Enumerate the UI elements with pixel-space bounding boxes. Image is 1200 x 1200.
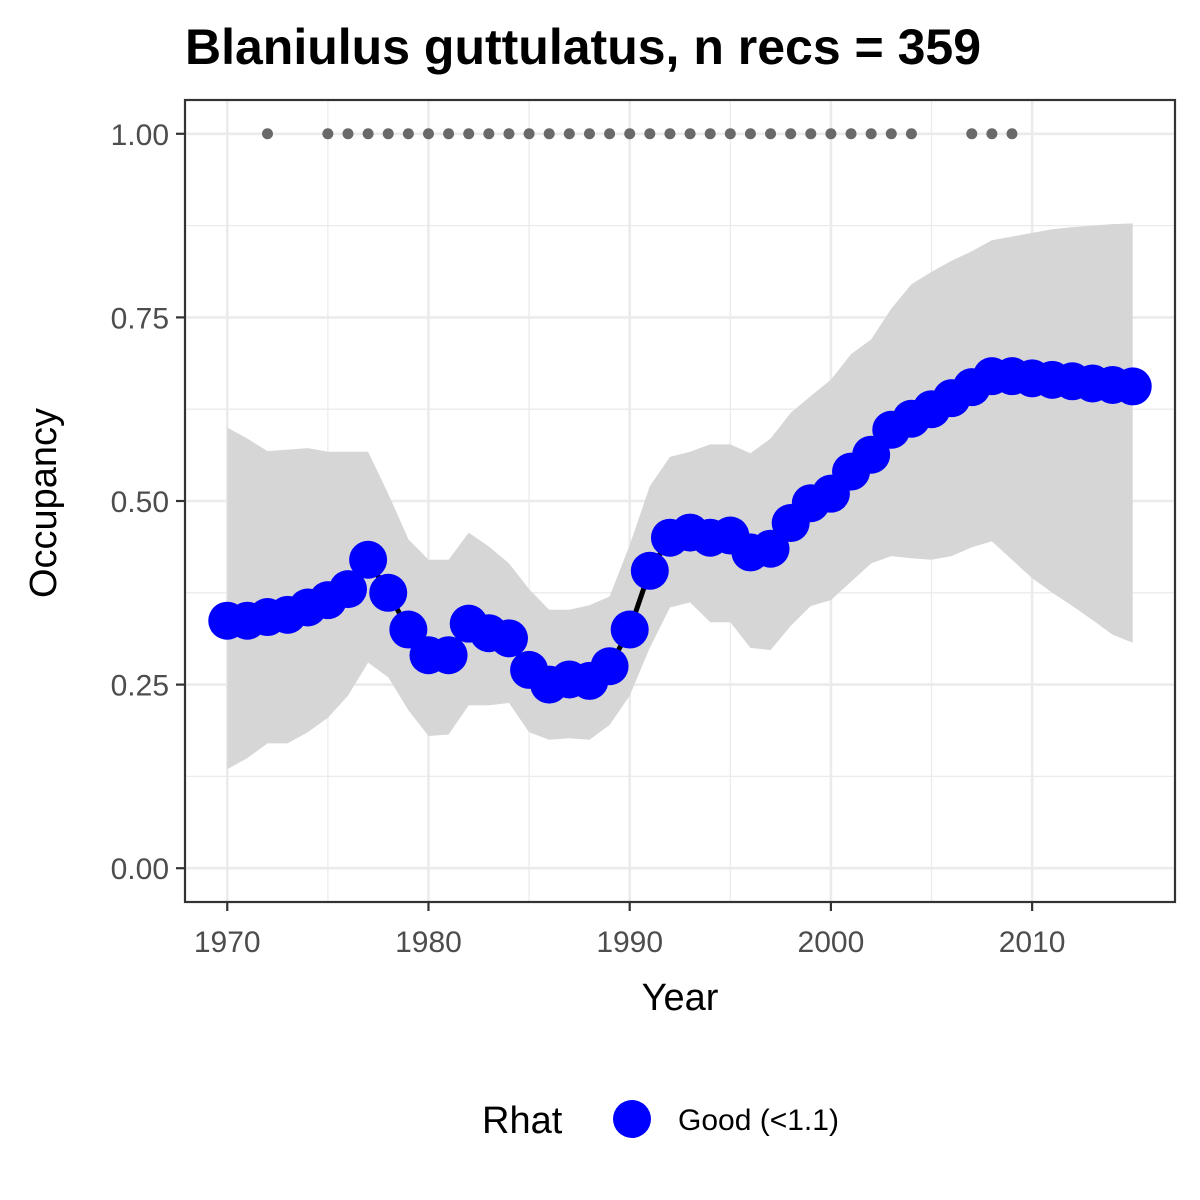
x-tick-label: 1970 — [194, 926, 261, 959]
record-dot — [905, 128, 917, 140]
record-dot — [543, 128, 555, 140]
legend-title: Rhat — [482, 1100, 563, 1142]
record-dot — [986, 128, 998, 140]
record-dot — [704, 128, 716, 140]
record-dot — [563, 128, 575, 140]
data-point — [429, 636, 468, 675]
data-point — [349, 540, 388, 579]
record-dot — [523, 128, 535, 140]
y-tick-label: 1.00 — [111, 119, 169, 152]
legend: Rhat Good (<1.1) — [482, 1100, 839, 1142]
x-axis: 1970 1980 1990 2000 2010 — [194, 902, 1066, 959]
x-tick-label: 1990 — [596, 926, 663, 959]
data-point — [630, 551, 669, 590]
data-point — [369, 573, 408, 612]
legend-label: Good (<1.1) — [678, 1104, 839, 1137]
data-point — [751, 529, 790, 568]
record-dot — [765, 128, 777, 140]
x-tick-label: 1980 — [395, 926, 462, 959]
record-dot — [825, 128, 837, 140]
record-dot — [664, 128, 676, 140]
record-dot — [684, 128, 696, 140]
record-dot — [583, 128, 595, 140]
record-dot — [503, 128, 515, 140]
record-dot — [604, 128, 616, 140]
record-dot — [463, 128, 475, 140]
legend-key-point — [613, 1100, 651, 1138]
y-tick-label: 0.75 — [111, 302, 169, 335]
record-dot — [382, 128, 394, 140]
record-dot — [624, 128, 636, 140]
x-tick-label: 2010 — [999, 926, 1066, 959]
x-tick-label: 2000 — [798, 926, 865, 959]
data-point — [1113, 367, 1152, 406]
record-dot — [785, 128, 797, 140]
record-dot — [322, 128, 334, 140]
record-dot — [644, 128, 656, 140]
record-dot — [865, 128, 877, 140]
record-dot — [422, 128, 434, 140]
record-dot — [262, 128, 273, 140]
record-dot — [362, 128, 374, 140]
occupancy-points — [208, 357, 1152, 704]
record-dot — [805, 128, 817, 140]
chart-title: Blaniulus guttulatus, n recs = 359 — [185, 19, 981, 75]
y-tick-label: 0.50 — [111, 486, 169, 519]
x-axis-title: Year — [642, 977, 719, 1019]
data-point — [328, 570, 367, 609]
record-dot — [744, 128, 756, 140]
record-dot — [443, 128, 455, 140]
data-point — [489, 619, 528, 658]
record-dot — [483, 128, 495, 140]
record-year-dots — [262, 128, 1018, 140]
record-dot — [402, 128, 414, 140]
record-dot — [724, 128, 736, 140]
record-dot — [845, 128, 857, 140]
data-point — [389, 610, 428, 649]
data-point — [610, 610, 649, 649]
record-dot — [1006, 128, 1018, 140]
record-dot — [885, 128, 897, 140]
y-axis: 0.00 0.25 0.50 0.75 1.00 — [111, 119, 185, 886]
y-tick-label: 0.00 — [111, 853, 169, 886]
y-axis-title: Occupancy — [23, 408, 65, 598]
data-point — [590, 647, 629, 686]
record-dot — [342, 128, 354, 140]
y-tick-label: 0.25 — [111, 670, 169, 703]
record-dot — [966, 128, 978, 140]
